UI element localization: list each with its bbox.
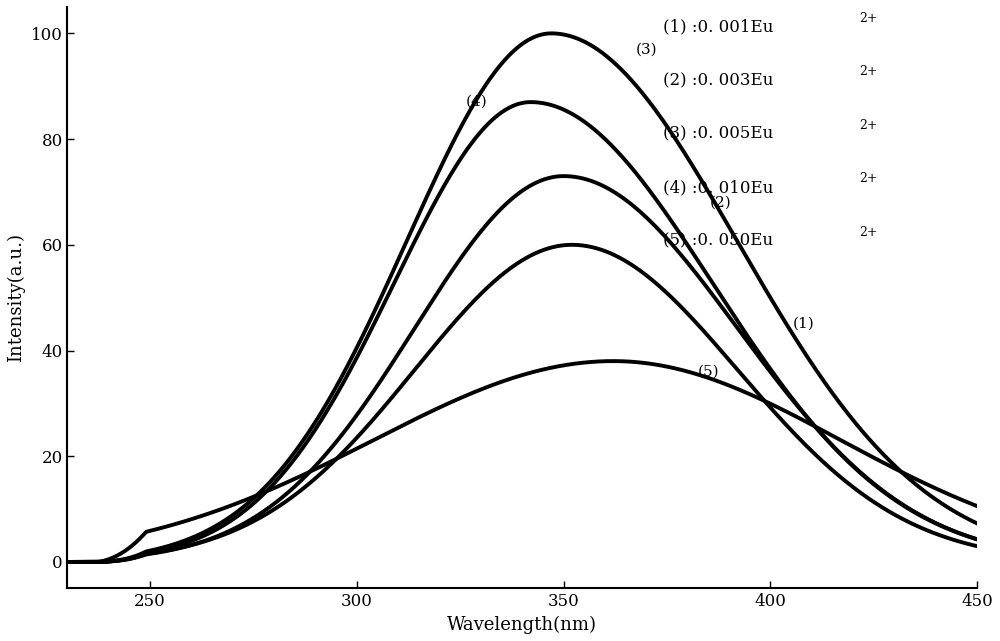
Text: (3) :0. 005Eu: (3) :0. 005Eu [663, 126, 774, 142]
Text: 2+: 2+ [859, 12, 877, 24]
Text: 2+: 2+ [859, 172, 877, 185]
Y-axis label: Intensity(a.u.): Intensity(a.u.) [7, 233, 25, 362]
Text: 2+: 2+ [859, 226, 877, 238]
X-axis label: Wavelength(nm): Wavelength(nm) [447, 616, 597, 634]
Text: 2+: 2+ [859, 65, 877, 78]
Text: (3): (3) [636, 42, 657, 56]
Text: (1) :0. 001Eu: (1) :0. 001Eu [663, 19, 774, 35]
Text: (1): (1) [793, 317, 814, 331]
Text: (4) :0. 010Eu: (4) :0. 010Eu [663, 179, 774, 196]
Text: (2): (2) [710, 196, 732, 210]
Text: 2+: 2+ [859, 119, 877, 131]
Text: (2) :0. 003Eu: (2) :0. 003Eu [663, 72, 774, 89]
Text: (5) :0. 050Eu: (5) :0. 050Eu [663, 233, 773, 249]
Text: (4): (4) [466, 95, 488, 109]
Text: (5): (5) [698, 365, 719, 379]
